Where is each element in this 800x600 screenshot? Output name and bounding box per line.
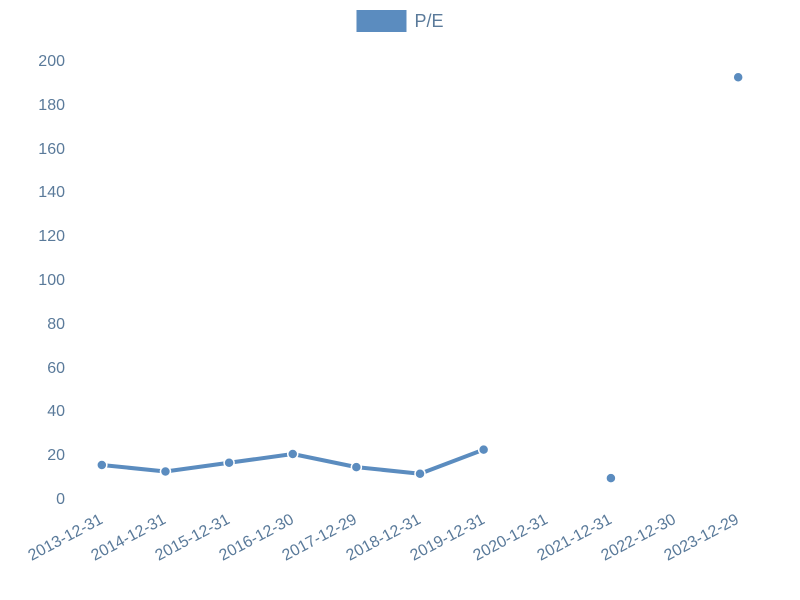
y-tick-label: 120 <box>38 228 65 246</box>
pe-chart: P/E 020406080100120140160180200 2013-12-… <box>0 0 800 600</box>
y-tick-label: 80 <box>47 316 65 334</box>
plot-svg <box>70 40 770 500</box>
legend-label: P/E <box>414 11 443 32</box>
series-marker <box>160 467 170 477</box>
series-marker <box>97 460 107 470</box>
y-tick-label: 20 <box>47 447 65 465</box>
y-tick-label: 140 <box>38 184 65 202</box>
y-tick-label: 200 <box>38 53 65 71</box>
legend-swatch <box>356 10 406 32</box>
series-marker <box>415 469 425 479</box>
series-marker <box>606 473 616 483</box>
y-tick-label: 60 <box>47 360 65 378</box>
y-tick-label: 180 <box>38 97 65 115</box>
series-marker <box>224 458 234 468</box>
legend: P/E <box>356 10 443 32</box>
y-tick-label: 0 <box>56 491 65 509</box>
plot-area <box>70 40 770 500</box>
y-tick-label: 100 <box>38 272 65 290</box>
series-marker <box>288 449 298 459</box>
y-tick-label: 160 <box>38 141 65 159</box>
series-marker <box>479 445 489 455</box>
series-marker <box>351 462 361 472</box>
series-marker <box>733 72 743 82</box>
y-tick-label: 40 <box>47 403 65 421</box>
